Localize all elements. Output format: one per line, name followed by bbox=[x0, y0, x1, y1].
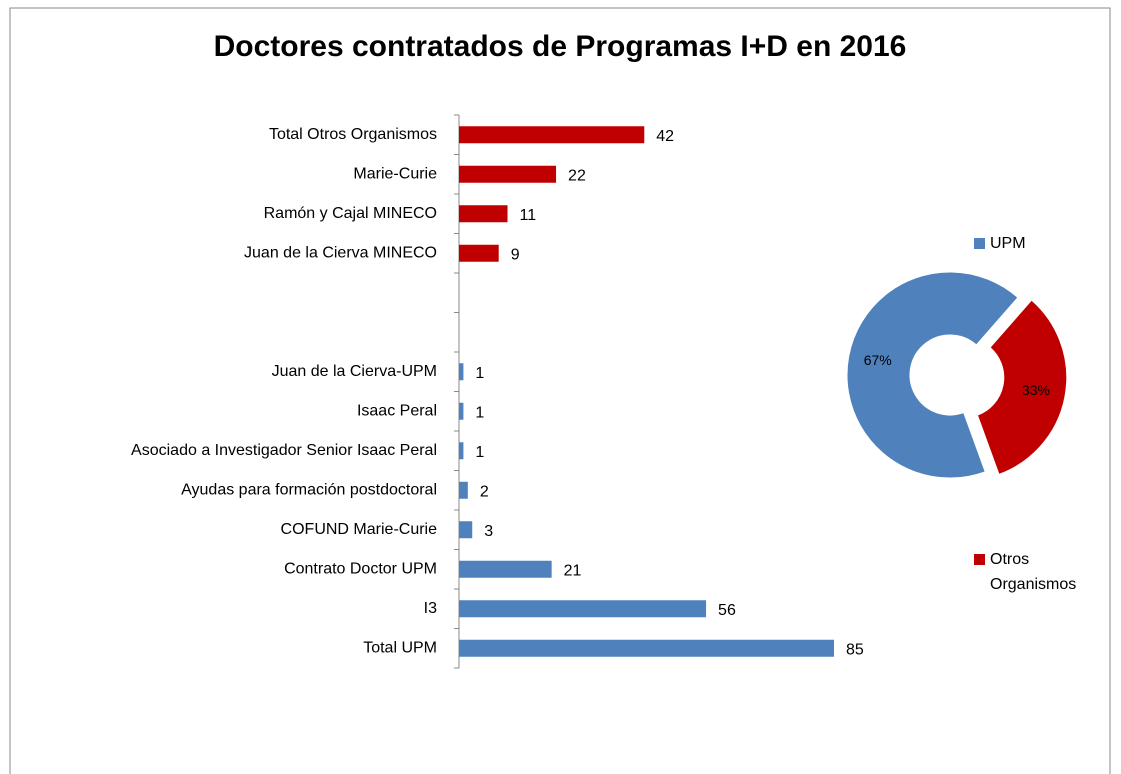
bar bbox=[459, 363, 464, 381]
data-label: 67% bbox=[864, 352, 892, 368]
y-tick-label: Marie-Curie bbox=[353, 165, 437, 182]
y-tick-label: Asociado a Investigador Senior Isaac Per… bbox=[131, 442, 437, 459]
legend-label: Otros Organismos bbox=[990, 551, 1077, 593]
y-tick-label: Ayudas para formación postdoctoral bbox=[181, 481, 437, 498]
y-tick-label: Juan de la Cierva MINECO bbox=[244, 244, 437, 261]
data-label: 2 bbox=[480, 483, 489, 500]
data-label: 9 bbox=[511, 246, 520, 263]
bar bbox=[459, 521, 473, 539]
bar bbox=[459, 165, 557, 183]
y-tick-label: Total UPM bbox=[363, 639, 437, 656]
bar bbox=[459, 442, 464, 460]
y-tick-label: Isaac Peral bbox=[357, 402, 437, 419]
data-label: 1 bbox=[475, 404, 484, 421]
data-label: 42 bbox=[656, 128, 674, 145]
chart-border bbox=[9, 7, 1111, 774]
y-tick-label: Contrato Doctor UPM bbox=[284, 560, 437, 577]
bar bbox=[459, 126, 645, 144]
data-label: 85 bbox=[846, 641, 864, 658]
bar bbox=[459, 639, 834, 657]
legend-swatch bbox=[974, 554, 985, 565]
data-label: 56 bbox=[718, 602, 736, 619]
legend-entry: UPM bbox=[974, 231, 1110, 256]
chart-title: Doctores contratados de Programas I+D en… bbox=[214, 30, 907, 63]
legend-label: UPM bbox=[990, 235, 1026, 252]
donut-slice bbox=[976, 299, 1068, 476]
y-tick-label: I3 bbox=[424, 600, 437, 617]
donut-slice bbox=[846, 271, 1019, 479]
bar bbox=[459, 481, 468, 499]
y-tick-label: Ramón y Cajal MINECO bbox=[264, 205, 437, 222]
y-tick-label: COFUND Marie-Curie bbox=[281, 521, 438, 538]
data-label: 1 bbox=[475, 444, 484, 461]
data-label: 33% bbox=[1022, 382, 1050, 398]
data-label: 22 bbox=[568, 167, 586, 184]
bar bbox=[459, 600, 707, 618]
bar bbox=[459, 560, 552, 578]
data-label: 11 bbox=[520, 207, 537, 224]
y-tick-label: Total Otros Organismos bbox=[269, 126, 437, 143]
y-tick-label: Juan de la Cierva-UPM bbox=[272, 363, 437, 380]
bar bbox=[459, 244, 499, 262]
data-label: 1 bbox=[475, 365, 484, 382]
legend-entry: Otros Organismos bbox=[974, 547, 1110, 597]
bar bbox=[459, 205, 508, 223]
data-label: 3 bbox=[484, 523, 493, 540]
bar bbox=[459, 402, 464, 420]
data-label: 21 bbox=[564, 562, 582, 579]
legend-swatch bbox=[974, 238, 985, 249]
